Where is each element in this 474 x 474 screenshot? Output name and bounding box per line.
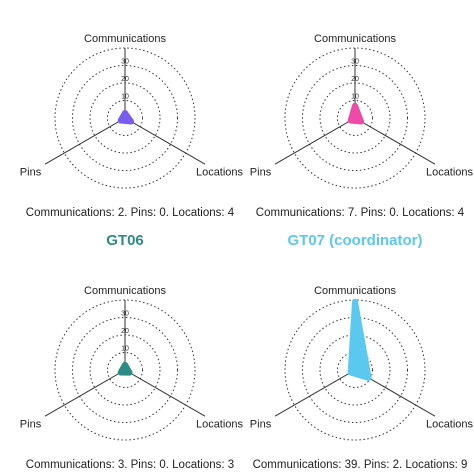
grid-ring xyxy=(337,100,373,136)
axis-label-locations: Locations xyxy=(196,166,244,178)
tick-label: 30 xyxy=(121,311,129,318)
axis-label-pins: Pins xyxy=(20,166,42,178)
axis-label-locations: Locations xyxy=(196,418,244,430)
grid-ring xyxy=(337,352,373,388)
axis-line xyxy=(44,117,126,165)
grid-ring xyxy=(107,352,143,388)
radar-panel-4: GT07 (coordinator)102030CommunicationsPi… xyxy=(250,232,474,471)
tick-label: 30 xyxy=(351,59,359,66)
panel-title: GT06 xyxy=(106,232,144,249)
panel-caption: Communications: 39. Pins: 2. Locations: … xyxy=(253,459,468,471)
grid-ring xyxy=(107,100,143,136)
axis-label-pins: Pins xyxy=(250,166,272,178)
axis-label-locations: Locations xyxy=(426,418,474,430)
tick-label: 10 xyxy=(121,94,129,101)
data-polygon xyxy=(347,298,372,381)
panel-caption: Communications: 7. Pins: 0. Locations: 4 xyxy=(256,207,465,219)
tick-label: 20 xyxy=(121,328,129,335)
axis-label-communications: Communications xyxy=(84,33,166,45)
panel-title: GT07 (coordinator) xyxy=(287,232,422,249)
grid-ring xyxy=(302,65,408,171)
axis-label-communications: Communications xyxy=(314,285,396,297)
axis-line xyxy=(44,369,126,417)
axis-line xyxy=(124,117,206,165)
radar-panel-3: GT06 10 20 30 Communications Pins Locations Com… xyxy=(20,232,244,471)
radar-panel-1: 10 20 30 Communications Pins Locations Communi… xyxy=(20,33,244,219)
axis-line xyxy=(124,369,206,417)
tick-label: 10 xyxy=(121,346,129,353)
grid-ring xyxy=(72,65,178,171)
panel-caption: Communications: 2. Pins: 0. Locations: 4 xyxy=(26,207,235,219)
axis-line xyxy=(274,117,356,165)
axis-label-pins: Pins xyxy=(20,418,42,430)
tick-label: 10 xyxy=(351,94,359,101)
axis-label-communications: Communications xyxy=(84,285,166,297)
tick-label: 30 xyxy=(121,59,129,66)
axis-line xyxy=(354,117,436,165)
data-polygon xyxy=(347,102,365,125)
axis-line xyxy=(274,369,356,417)
radar-panel-2: 10 20 30 Communications Pins Locations Communi… xyxy=(250,33,474,219)
axis-label-communications: Communications xyxy=(314,33,396,45)
axis-label-pins: Pins xyxy=(250,418,272,430)
data-polygon xyxy=(117,361,133,376)
panel-caption: Communications: 3. Pins: 0. Locations: 3 xyxy=(26,459,234,471)
grid-ring xyxy=(302,317,408,423)
tick-label: 20 xyxy=(121,76,129,83)
data-polygon xyxy=(117,110,135,125)
grid-ring xyxy=(72,317,178,423)
tick-label: 20 xyxy=(351,76,359,83)
axis-label-locations: Locations xyxy=(426,166,474,178)
